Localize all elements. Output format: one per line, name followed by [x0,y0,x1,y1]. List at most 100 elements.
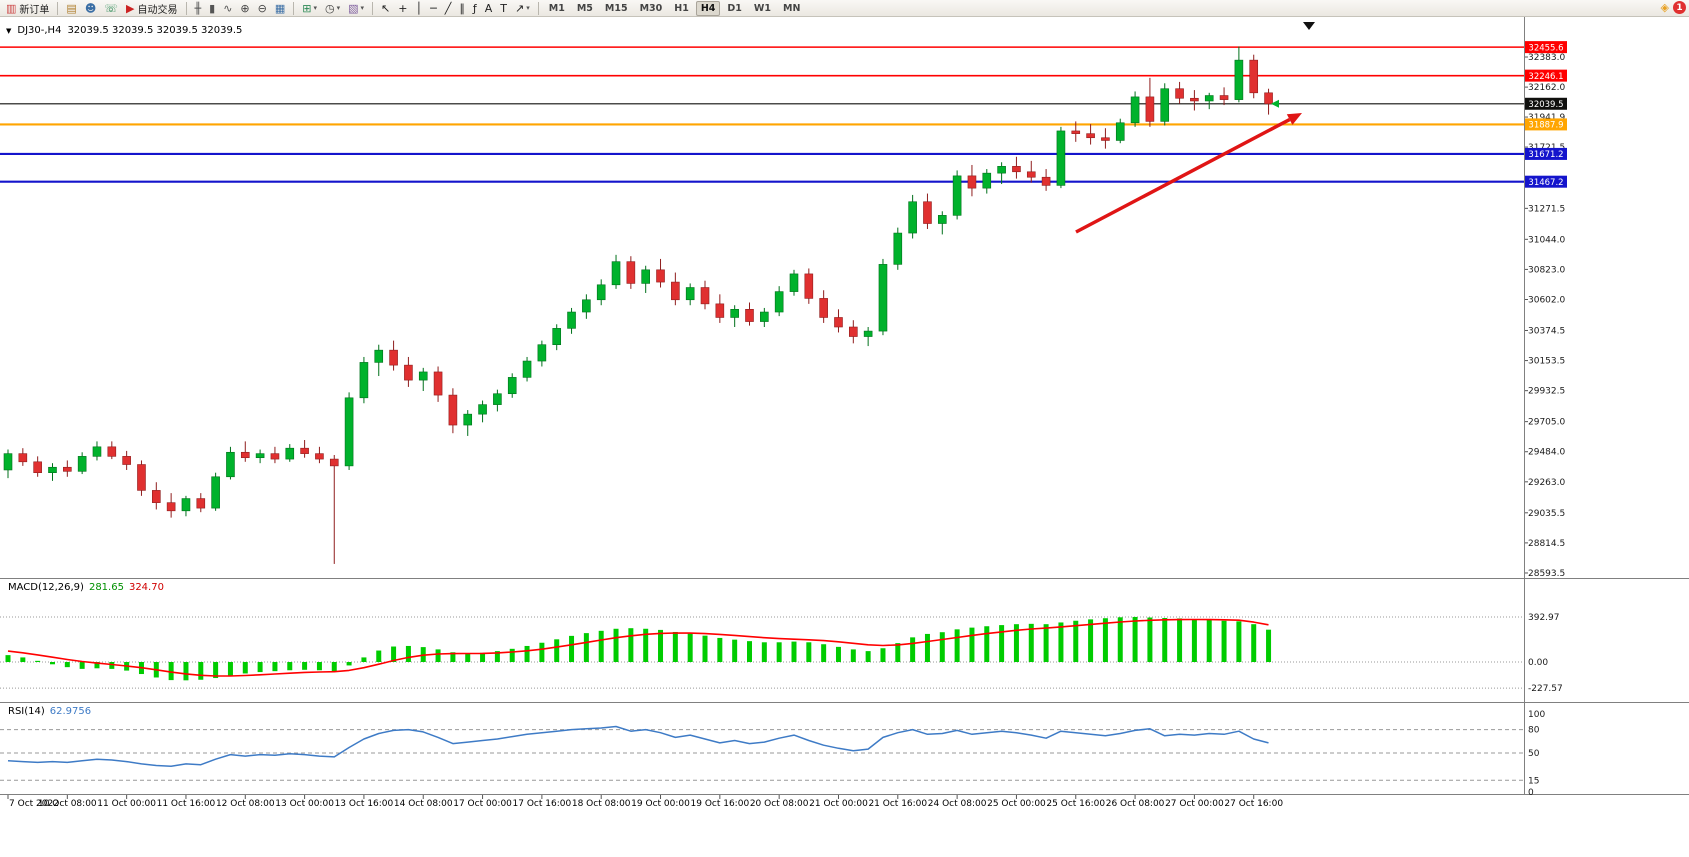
price-badge [1525,41,1567,54]
timeframe-m15-button[interactable]: M15 [604,2,628,14]
price-badge-label: 31671.2 [1528,150,1563,160]
crosshair-icon[interactable]: + [395,1,410,16]
macd-histogram-bar [302,662,308,670]
macd-histogram-bar [628,628,634,662]
tile-windows-icon[interactable]: ▦ [272,1,288,16]
candle-body [1012,166,1021,173]
channel-icon[interactable]: ∥ [456,1,468,16]
trendline-icon[interactable]: ╱ [442,1,455,16]
macd-histogram-bar [1206,619,1212,662]
vertical-line-icon[interactable]: │ [412,1,425,16]
line-chart-icon[interactable]: ∿ [220,1,235,16]
new-order-button[interactable]: ▥ 新订单 [3,1,52,16]
autotrade-button-icon: ▶ [126,1,135,15]
price-axis-label: 29932.5 [1528,387,1565,397]
macd-histogram-bar [969,627,975,662]
candle-body [77,456,87,472]
candle-body [1101,137,1110,141]
notification-badge[interactable]: 1 [1673,1,1686,14]
timeframe-m5-button[interactable]: M5 [576,2,593,14]
macd-histogram-bar [613,628,619,662]
periods-icon[interactable]: ◷ ▾ [322,1,343,16]
timeframe-d1-button[interactable]: D1 [727,2,742,14]
toolbar: ▥ 新订单 ▤ ☻ ☏ ▶ 自动交易 ╫ ▮ ∿ ⊕ ⊖ ▦ ⊞ ▾ ◷ ▾ ▧ ▾ ↖ + │ ─ ╱ ∥ ƒ A T ↗ ▾ M1 M5 M… [0,0,1689,17]
trend-arrow-head [1286,113,1302,125]
price-badge-label: 32246.1 [1528,72,1563,82]
macd-histogram-bar [717,637,723,662]
rsi-axis-label: 15 [1528,776,1539,786]
timeframe-mn-button[interactable]: MN [782,2,801,14]
market-watch-icon[interactable]: ▤ [63,1,79,16]
candle-body [522,360,532,378]
dropdown-arrow-icon[interactable]: ▾ [336,4,341,12]
timeframe-h1-button[interactable]: H1 [674,2,689,14]
price-axis-label: 28593.5 [1528,569,1565,579]
macd-histogram-bar [835,646,841,662]
price-badge-label: 31887.9 [1528,121,1563,131]
support-icon[interactable]: ☏ [101,1,121,16]
dropdown-arrow-icon[interactable]: ▾ [526,4,530,12]
macd-histogram-bar [168,662,174,681]
text-icon: A [484,1,493,15]
new-order-button-icon: ▥ [6,1,17,15]
candle-body [137,464,146,491]
macd-histogram-bar [465,653,471,662]
cursor-icon[interactable]: ↖ [378,1,393,16]
candle-body [1041,176,1051,186]
candle-body [671,281,680,301]
macd-histogram-bar [1088,619,1094,662]
fibonacci-icon[interactable]: ƒ [470,1,480,16]
candle-body [3,453,13,471]
candle-body [166,502,176,512]
candle-body [937,215,947,224]
dropdown-arrow-icon[interactable]: ▾ [360,4,365,12]
macd-histogram-bar [806,642,812,662]
arrows-icon[interactable]: ↗ ▾ [512,1,533,16]
zoom-out-icon[interactable]: ⊖ [255,1,270,16]
price-scale[interactable] [1525,17,1689,794]
trend-arrow[interactable] [1075,117,1291,234]
macd-histogram-bar [391,646,397,662]
dropdown-arrow-icon[interactable]: ▾ [313,4,317,12]
indicators-icon[interactable]: ⊞ ▾ [299,1,320,16]
candle-body [507,377,517,395]
macd-histogram-bar [405,645,411,662]
autotrade-button[interactable]: ▶ 自动交易 [123,1,180,16]
announcement-icon[interactable]: ◈ [1660,1,1669,14]
candle-body [285,447,295,460]
macd-histogram-bar [924,633,930,662]
candle-body [1115,122,1125,141]
time-axis-label: 21 Oct 16:00 [868,799,927,809]
text-icon[interactable]: A [482,1,496,16]
macd-histogram-bar [94,662,100,669]
trendline-icon: ╱ [444,1,452,15]
zoom-in-icon[interactable]: ⊕ [237,1,252,16]
macd-histogram-bar [20,657,26,662]
price-axis-label: 32383.0 [1528,53,1565,63]
text-label-icon[interactable]: T [497,1,510,16]
bar-chart-icon[interactable]: ╫ [192,1,205,16]
timeframe-m1-button[interactable]: M1 [548,2,565,14]
time-axis-label: 25 Oct 16:00 [1046,799,1105,809]
candle-chart-icon: ▮ [209,1,216,15]
horizontal-line-icon[interactable]: ─ [427,1,440,16]
candle-chart-icon[interactable]: ▮ [206,1,218,16]
timeframe-h4-button[interactable]: H4 [695,0,721,16]
candle-body [641,269,650,284]
candle-body [92,446,102,457]
candle-body [63,466,72,472]
zoom-in-icon: ⊕ [240,1,250,15]
timeframe-m30-button[interactable]: M30 [639,2,663,14]
community-icon[interactable]: ☻ [82,1,99,16]
chart-canvas[interactable]: 32383.032162.031941.931721.531271.531044… [0,17,1689,857]
candle-body [1086,133,1095,139]
chart-shift-marker[interactable] [1303,22,1315,30]
candle-body [493,393,502,405]
templates-icon[interactable]: ▧ ▾ [345,1,367,16]
timeframe-w1-button[interactable]: W1 [753,2,771,14]
collapse-icon[interactable]: ▼ [6,26,12,35]
chart-ohlc: 32039.5 32039.5 32039.5 32039.5 [67,25,243,36]
time-axis-label: 11 Oct 00:00 [97,799,156,809]
chart-plot-area[interactable] [0,17,1524,578]
macd-histogram-bar [376,650,382,662]
